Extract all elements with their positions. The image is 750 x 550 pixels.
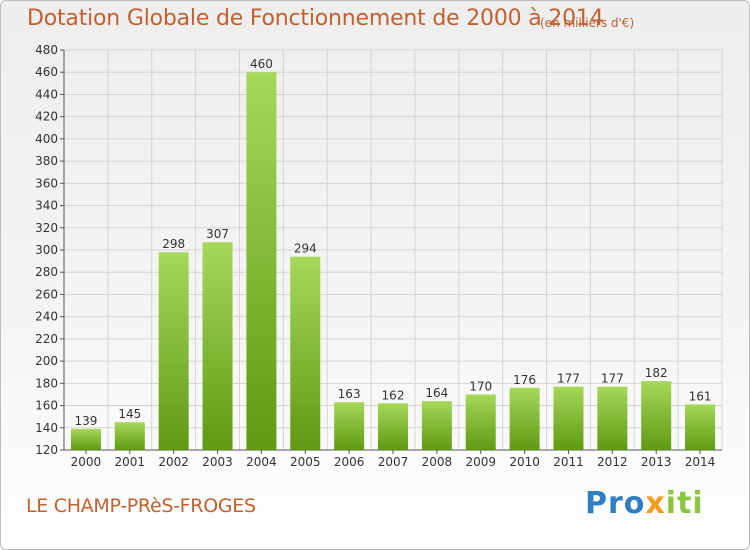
- y-tick-label-240: 240: [35, 310, 58, 324]
- x-tick-label-2010: 2010: [509, 455, 540, 469]
- value-label-2003: 307: [206, 227, 229, 241]
- y-tick-label-340: 340: [35, 199, 58, 213]
- chart-title: Dotation Globale de Fonctionnement de 20…: [27, 6, 604, 31]
- x-tick-label-2006: 2006: [334, 455, 365, 469]
- x-tick-label-2012: 2012: [597, 455, 628, 469]
- x-tick-label-2011: 2011: [553, 455, 584, 469]
- y-tick-label-300: 300: [35, 243, 58, 257]
- bar-2006: [334, 402, 365, 450]
- y-tick-label-320: 320: [35, 221, 58, 235]
- value-label-2002: 298: [162, 237, 185, 251]
- y-tick-label-480: 480: [35, 43, 58, 57]
- labels: 120 140 160 180 200 220 240 260 280 300 320 340 360 3…: [35, 43, 715, 469]
- y-tick-label-180: 180: [35, 376, 58, 390]
- y-tick-label-260: 260: [35, 287, 58, 301]
- y-tick-label-380: 380: [35, 154, 58, 168]
- y-tick-label-200: 200: [35, 354, 58, 368]
- y-tick-label-280: 280: [35, 265, 58, 279]
- value-label-2006: 163: [338, 387, 361, 401]
- bar-2012: [597, 386, 628, 450]
- bar-2005: [290, 256, 321, 450]
- logo-letter-x: x: [645, 486, 666, 521]
- logo-letter-i2: i: [692, 486, 704, 521]
- logo-letter-t: t: [677, 486, 693, 521]
- bar-2004: [246, 72, 277, 450]
- y-tick-label-400: 400: [35, 132, 58, 146]
- x-tick-label-2003: 2003: [202, 455, 233, 469]
- value-label-2011: 177: [557, 372, 580, 386]
- logo-letter-i1: i: [665, 486, 678, 521]
- y-tick-label-460: 460: [35, 65, 58, 79]
- y-tick-label-160: 160: [35, 399, 58, 413]
- town-name: LE CHAMP-PRèS-FROGES: [26, 495, 256, 517]
- y-tick-label-440: 440: [35, 87, 58, 101]
- y-tick-label-220: 220: [35, 332, 58, 346]
- bar-2002: [158, 252, 189, 450]
- value-label-2009: 170: [469, 379, 492, 393]
- bar-2013: [641, 381, 672, 450]
- value-label-2000: 139: [74, 414, 97, 428]
- x-tick-label-2002: 2002: [158, 455, 189, 469]
- chart-unit-note: (en milliers d'€): [540, 16, 635, 30]
- value-label-2005: 294: [294, 242, 317, 256]
- logo-letter-o: o: [623, 486, 646, 521]
- bar-2010: [509, 387, 540, 450]
- value-label-2001: 145: [118, 407, 141, 421]
- y-tick-label-140: 140: [35, 421, 58, 435]
- x-tick-label-2005: 2005: [290, 455, 321, 469]
- logo-letter-p: P: [585, 486, 608, 521]
- bars: [70, 72, 716, 450]
- y-tick-label-360: 360: [35, 176, 58, 190]
- value-label-2008: 164: [425, 386, 448, 400]
- bar-2003: [202, 242, 233, 450]
- logo-letter-r: r: [608, 486, 624, 521]
- value-label-2014: 161: [689, 389, 712, 403]
- x-tick-label-2008: 2008: [422, 455, 453, 469]
- bar-2001: [114, 422, 145, 450]
- value-label-2004: 460: [250, 57, 273, 71]
- bar-2011: [553, 386, 584, 450]
- x-tick-label-2001: 2001: [115, 455, 146, 469]
- value-label-2007: 162: [382, 388, 405, 402]
- bar-2000: [70, 428, 101, 450]
- proxiti-logo[interactable]: Proxiti: [585, 486, 704, 521]
- bar-2008: [421, 401, 452, 450]
- value-label-2012: 177: [601, 372, 624, 386]
- x-tick-label-2013: 2013: [641, 455, 672, 469]
- x-tick-label-2007: 2007: [378, 455, 409, 469]
- x-tick-label-2009: 2009: [465, 455, 496, 469]
- y-tick-label-420: 420: [35, 110, 58, 124]
- bar-2009: [465, 394, 496, 450]
- value-label-2013: 182: [645, 366, 668, 380]
- bar-2014: [685, 404, 716, 450]
- x-tick-label-2004: 2004: [246, 455, 277, 469]
- x-tick-label-2014: 2014: [685, 455, 716, 469]
- x-tick-label-2000: 2000: [71, 455, 102, 469]
- value-label-2010: 176: [513, 373, 536, 387]
- bar-2007: [378, 403, 408, 450]
- y-tick-label-120: 120: [35, 443, 58, 457]
